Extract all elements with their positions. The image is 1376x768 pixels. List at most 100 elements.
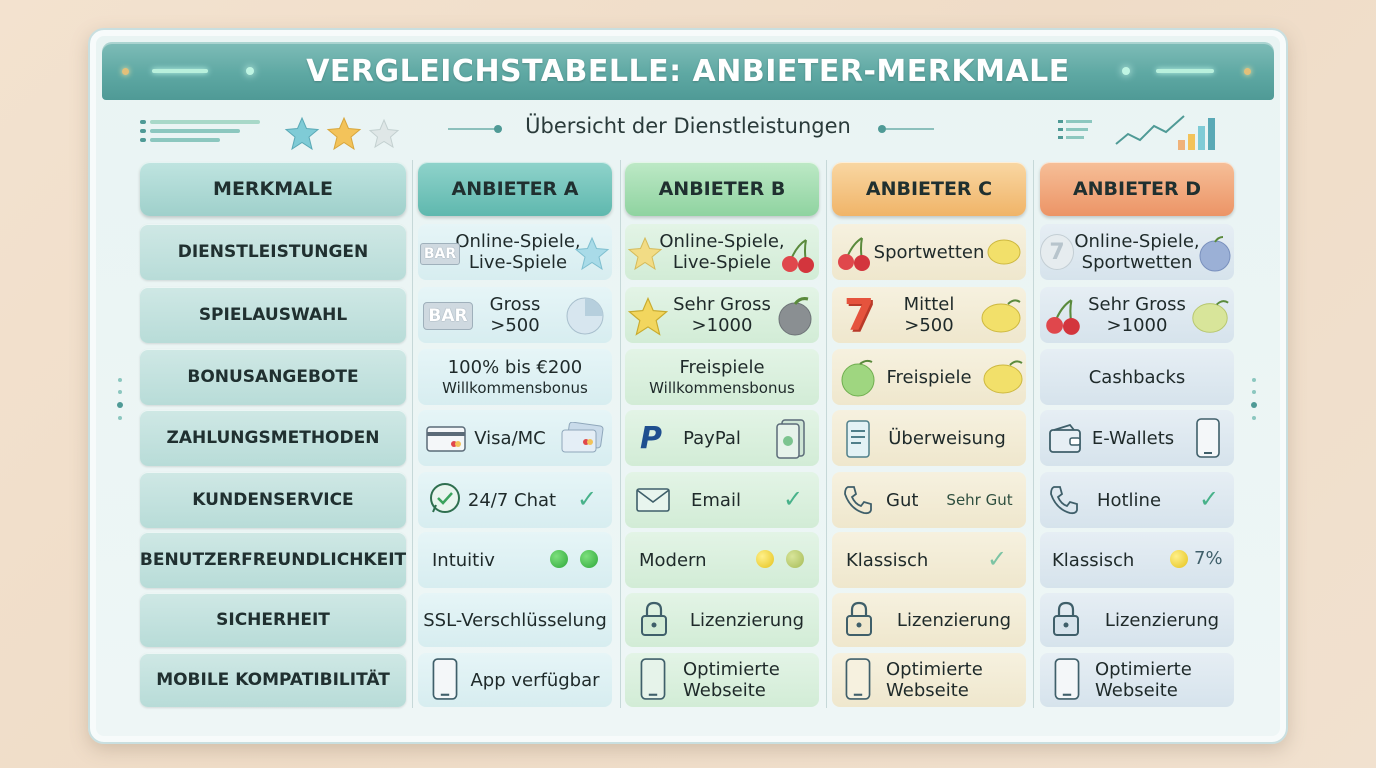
cell-text-line: Willkommensbonus: [442, 378, 588, 397]
title-bar: VERGLEICHSTABELLE: ANBIETER-MERKMALE: [102, 42, 1274, 100]
check-icon: ✓: [574, 484, 600, 514]
yellow-status-dot: [1170, 550, 1188, 568]
bank-transfer-icon: [846, 420, 870, 458]
title-deco-dot-right: [1244, 68, 1251, 75]
rating-text: Sehr Gut: [946, 491, 1013, 509]
star-rating-icon: [284, 116, 400, 151]
lock-icon: [641, 601, 667, 636]
column-divider: [412, 160, 413, 708]
cell-text-line: Überweisung: [888, 427, 1006, 449]
plum-icon: [1199, 236, 1231, 272]
page-title: VERGLEICHSTABELLE: ANBIETER-MERKMALE: [306, 53, 1070, 89]
check-mark: ✓: [1198, 485, 1220, 513]
cell-text-line: Online-Spiele,: [455, 231, 581, 252]
cell-text-line: Email: [691, 489, 741, 511]
cell-text-line: Live-Spiele: [468, 252, 568, 273]
olive-status-dot: [786, 550, 804, 568]
smartphone-icon: [1196, 418, 1220, 458]
page-subtitle: Übersicht der Dienstleistungen: [525, 114, 851, 138]
column-divider: [620, 160, 621, 708]
cell-text-line: 100% bis €200: [447, 356, 583, 378]
cell-text-line: App verfügbar: [470, 669, 600, 691]
lock-icon: [1053, 601, 1079, 636]
row-label-zahlungsmethoden: ZAHLUNGSMETHODEN: [140, 410, 406, 466]
cell-text-line: Gut: [886, 489, 919, 511]
cell-text-line: Webseite: [886, 680, 969, 701]
cell-text-line: Sportwetten: [1081, 252, 1193, 273]
cell-text-line: Gross: [489, 294, 541, 315]
row-label-dienstleistungen: DIENSTLEISTUNGEN: [140, 224, 406, 280]
smartphone-icon: [432, 658, 458, 700]
row-label-kundenservice: KUNDENSERVICE: [140, 472, 406, 528]
check-mark: ✓: [782, 485, 804, 513]
star-icon: [627, 296, 669, 336]
title-deco-dot-left: [122, 68, 129, 75]
seven-slot-label: 7: [843, 289, 875, 341]
cell-c-kundenservice: Gut Sehr Gut: [832, 472, 1026, 528]
seven-slot-label: 7: [1049, 239, 1065, 265]
seven-slot-icon: 7: [1040, 234, 1074, 270]
cell-text-line: Sehr Gross: [673, 294, 771, 315]
smartphone-icon: [1054, 658, 1080, 700]
check-icon: ✓: [984, 544, 1010, 574]
cell-text-line: Klassisch: [846, 549, 929, 571]
bar-slot-label: BAR: [423, 246, 457, 262]
cell-text-line: >1000: [1106, 315, 1168, 336]
cell-text-line: Visa/MC: [474, 427, 546, 449]
phone-money-icon: [776, 419, 805, 459]
smartphone-icon: [845, 658, 871, 700]
cell-text-line: Freispiele: [886, 366, 972, 388]
cell-text-line: Cashbacks: [1088, 366, 1186, 388]
header-anbieter-d: ANBIETER D: [1040, 162, 1234, 216]
subtitle-dot-right: [878, 125, 886, 133]
lock-icon: [846, 601, 872, 636]
cell-d-sicherheit: Lizenzierung: [1040, 593, 1234, 647]
cell-text-line: Lizenzierung: [1104, 609, 1220, 631]
subtitle-line-right: [886, 128, 934, 130]
bar-slot-icon: BAR: [423, 302, 473, 330]
cell-text-line: SSL-Verschlüsselung: [423, 609, 607, 631]
credit-card-icon: [426, 426, 466, 452]
bar-slot-label: BAR: [428, 306, 468, 326]
cherry-icon: [1046, 299, 1080, 335]
check-icon: ✓: [1196, 484, 1222, 514]
cell-a-sicherheit: SSL-Verschlüsselung: [418, 593, 612, 647]
subtitle-line-left: [448, 128, 496, 130]
cell-text-line: Webseite: [1095, 680, 1178, 701]
list-lines-icon: [140, 118, 264, 146]
cell-text-line: Optimierte: [683, 659, 780, 680]
star-icon: [627, 236, 663, 271]
percent-text: 7%: [1194, 548, 1223, 569]
green-status-dot: [580, 550, 598, 568]
phone-icon: [844, 486, 872, 515]
row-label-bonusangebote: BONUSANGEBOTE: [140, 349, 406, 405]
yellow-status-dot: [756, 550, 774, 568]
chart-trend-icon: [1058, 115, 1215, 150]
cell-text-line: Modern: [639, 549, 707, 571]
smartphone-icon: [640, 658, 666, 700]
lime-icon: [1192, 300, 1229, 333]
bar-slot-icon: BAR: [420, 243, 460, 265]
cell-text-line: PayPal: [683, 427, 741, 449]
side-deco-left: [117, 378, 123, 444]
lemon-icon: [987, 239, 1021, 265]
check-mark: ✓: [576, 485, 598, 513]
cell-text-line: >500: [490, 315, 540, 336]
cell-text-line: Live-Spiele: [672, 252, 772, 273]
paypal-icon: P: [640, 420, 662, 456]
cell-text-line: Sportwetten: [873, 241, 985, 263]
cell-text-line: Willkommensbonus: [649, 378, 795, 397]
star-icon: [574, 236, 610, 271]
column-divider: [826, 160, 827, 708]
cell-d-bonusangebote: Cashbacks: [1040, 349, 1234, 405]
cherry-icon: [782, 239, 814, 273]
lemon-icon: [983, 360, 1023, 394]
row-label-sicherheit: SICHERHEIT: [140, 593, 406, 647]
cell-text-line: Optimierte: [886, 659, 983, 680]
cell-d-kundenservice: Hotline: [1040, 472, 1234, 528]
cell-text-line: Klassisch: [1052, 549, 1135, 571]
title-deco-line-right: [1156, 69, 1214, 73]
cell-b-bonusangebote: Freispiele Willkommensbonus: [625, 349, 819, 405]
phone-icon: [1050, 486, 1078, 515]
cell-b-kundenservice: Email: [625, 472, 819, 528]
